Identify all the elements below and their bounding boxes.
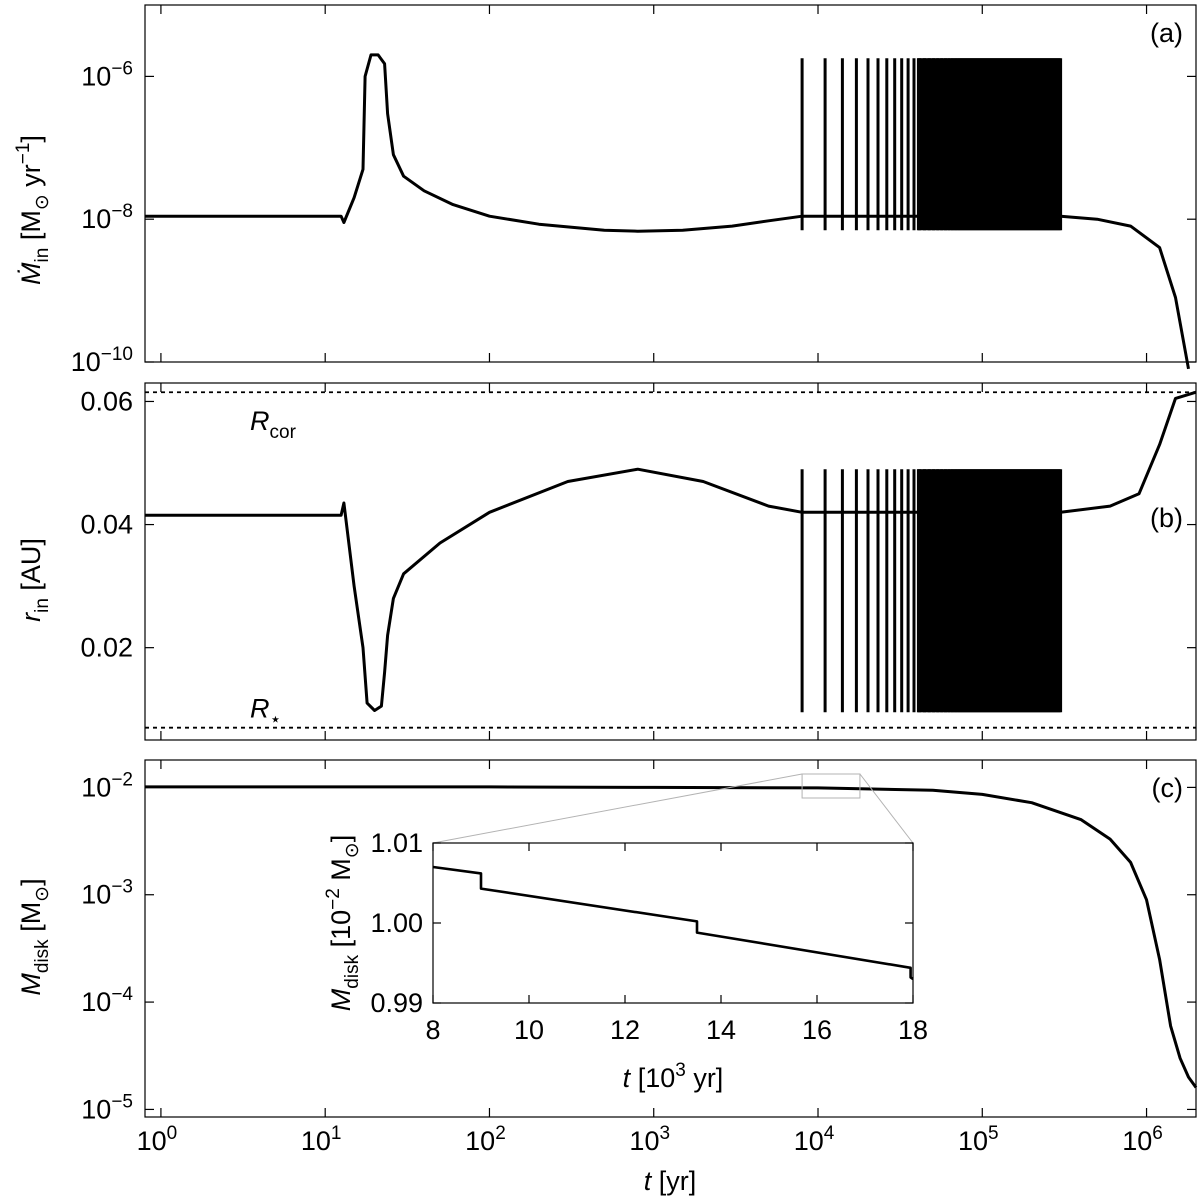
panel-a-ticks xyxy=(145,5,1196,363)
x-tick-label: 103 xyxy=(629,1123,670,1156)
stellar-radius-label: R⋆ xyxy=(250,694,281,731)
inset-x-tick-label: 8 xyxy=(425,1015,440,1045)
panel-a-mdot-curve xyxy=(145,53,1190,370)
inset-frame xyxy=(432,842,914,1004)
rin-spikes-dense xyxy=(916,469,1061,713)
inset-background xyxy=(433,843,913,1003)
inset-x-tick-label: 10 xyxy=(514,1015,544,1045)
panel-a-y-tick-labels: 10−6 10−8 10−10 xyxy=(71,58,133,377)
x-tick-label: 105 xyxy=(958,1123,999,1156)
inset-y-tick-label: 1.01 xyxy=(370,828,423,858)
panel-c-disk-mass: 10−2 10−3 10−4 10−5 (c) Mdisk [M⊙] 8 10 12 14 1… xyxy=(16,759,1198,1124)
x-tick-label: 102 xyxy=(465,1123,506,1156)
y-tick-label: 0.04 xyxy=(80,510,133,540)
x-tick-label: 101 xyxy=(301,1123,342,1156)
y-tick-label: 10−6 xyxy=(81,58,133,91)
mdot-spikes-dense xyxy=(916,58,1061,231)
inset-x-tick-label: 18 xyxy=(898,1015,928,1045)
panel-c-mdisk-curve xyxy=(145,785,1198,1089)
y-tick-label: 10−5 xyxy=(81,1091,133,1124)
panel-b-y-tick-labels: 0.06 0.04 0.02 xyxy=(80,386,133,662)
inset-y-tick-label: 1.00 xyxy=(370,908,423,938)
panel-a-frame xyxy=(144,4,1197,363)
panel-a-accretion-rate: 10−6 10−8 10−10 (a) Ṁin [M⊙ yr−1] xyxy=(13,4,1197,377)
x-axis-tick-labels: 100 101 102 103 104 105 106 xyxy=(137,1123,1163,1156)
inset-mdisk-curve xyxy=(432,865,914,981)
y-tick-label: 10−3 xyxy=(81,877,133,910)
inset-plot: 8 10 12 14 16 181.011.000.99 Mdisk [10−2 M⊙] … xyxy=(323,828,928,1093)
inset-xlabel: t [103 yr] xyxy=(623,1060,724,1093)
y-tick-label: 0.06 xyxy=(80,386,133,416)
y-tick-label: 10−8 xyxy=(81,201,133,234)
panel-b-inner-radius: 0.06 0.04 0.02 Rcor R⋆ (b) rin [AU] xyxy=(16,382,1197,741)
x-axis-label: t [yr] xyxy=(644,1166,697,1196)
inset-zoom-connector-left xyxy=(432,773,803,844)
inset-x-tick-label: 14 xyxy=(706,1015,736,1045)
panel-c-ylabel: Mdisk [M⊙] xyxy=(16,878,53,995)
inset-ylabel: Mdisk [10−2 M⊙] xyxy=(323,835,363,1011)
panel-c-ticks xyxy=(145,760,1196,1117)
panel-a-tag: (a) xyxy=(1150,18,1183,48)
x-tick-label: 104 xyxy=(794,1123,835,1156)
y-tick-label: 10−2 xyxy=(81,769,133,802)
panel-c-frame xyxy=(144,759,1197,1118)
inset-y-tick-label: 0.99 xyxy=(370,988,423,1018)
panel-a-ylabel: Ṁin [M⊙ yr−1] xyxy=(13,135,53,285)
x-tick-label: 100 xyxy=(137,1123,178,1156)
inset-zoom-connector-right xyxy=(859,773,914,844)
y-tick-label: 10−4 xyxy=(81,984,133,1017)
inset-ticks: 8 10 12 14 16 18 1.01 1.00 0.99 xyxy=(370,828,928,1045)
x-tick-label: 106 xyxy=(1122,1123,1163,1156)
inset-zoom-region xyxy=(801,773,861,799)
inset-x-tick-label: 16 xyxy=(802,1015,832,1045)
corotation-radius-label: Rcor xyxy=(250,406,297,443)
panel-b-ylabel: rin [AU] xyxy=(16,538,53,622)
panel-c-tag: (c) xyxy=(1152,773,1183,803)
panel-b-oscillation-spikes xyxy=(800,469,1063,713)
panel-a-oscillation-spikes xyxy=(800,58,1063,231)
panel-b-frame xyxy=(144,382,1197,741)
y-tick-label: 10−10 xyxy=(71,344,133,377)
panel-c-y-tick-labels: 10−2 10−3 10−4 10−5 xyxy=(81,769,133,1124)
panel-b-rin-curve xyxy=(145,390,1197,712)
panel-b-ticks xyxy=(145,383,1196,740)
inset-x-tick-label: 12 xyxy=(610,1015,640,1045)
panel-b-tag: (b) xyxy=(1150,503,1183,533)
y-tick-label: 0.02 xyxy=(80,633,133,663)
